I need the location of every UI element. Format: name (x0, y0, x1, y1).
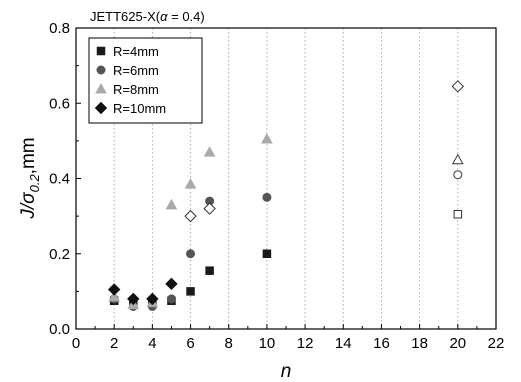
data-point-diamond (146, 292, 159, 306)
y-tick-label: 0.8 (49, 20, 70, 37)
series-diamond (107, 80, 465, 306)
x-tick-label: 14 (335, 335, 352, 352)
x-tick-label: 6 (186, 335, 194, 352)
x-axis-label: n (281, 361, 292, 382)
data-point-triangle (451, 153, 464, 165)
x-tick-label: 22 (488, 335, 505, 352)
series-triangle (108, 132, 464, 310)
data-point-square (453, 209, 463, 219)
y-tick-label: 0.0 (49, 321, 70, 338)
x-tick-label: 20 (449, 335, 466, 352)
y-tick-label: 0.4 (49, 171, 70, 188)
x-tick-label: 4 (148, 335, 156, 352)
data-point-square (186, 287, 195, 296)
legend-marker-circle (96, 65, 106, 75)
data-point-triangle (165, 198, 178, 210)
data-point-triangle (184, 178, 197, 189)
data-point-circle (262, 192, 272, 202)
data-point-square (262, 249, 272, 258)
legend-label: R=10mm (113, 101, 166, 116)
data-point-circle (186, 249, 196, 259)
data-point-square (205, 266, 214, 275)
y-tick-label: 0.6 (49, 95, 70, 112)
legend-label: R=4mm (113, 44, 159, 59)
data-point-triangle (108, 290, 121, 302)
data-point-diamond (184, 209, 197, 223)
data-point-diamond (107, 283, 121, 296)
y-tick-labels: 0.0 0.2 0.4 0.6 0.8 (49, 20, 70, 338)
legend-marker-diamond (94, 101, 108, 115)
x-tick-label: 2 (110, 335, 118, 352)
x-tick-label: 12 (297, 335, 314, 352)
x-tick-label: 16 (373, 335, 390, 352)
y-axis-label: J/σ0.2,mm (18, 137, 42, 219)
data-points (107, 80, 465, 311)
x-tick-label: 18 (411, 335, 428, 352)
data-point-diamond (451, 80, 465, 93)
legend-label: R=6mm (113, 63, 159, 78)
x-tick-label: 8 (225, 335, 233, 352)
data-point-triangle (203, 146, 216, 157)
series-circle (109, 170, 463, 311)
legend-box (88, 37, 203, 124)
data-point-diamond (127, 292, 140, 306)
data-point-diamond (203, 202, 216, 215)
legend-marker-triangle (95, 82, 107, 94)
data-point-circle (166, 294, 176, 304)
y-tick-label: 0.2 (49, 246, 70, 263)
axis-ticks (75, 27, 497, 330)
legend: R=4mm R=6mm R=8mm R=10mm (88, 37, 203, 124)
data-point-circle (453, 170, 463, 180)
series-square (109, 209, 463, 307)
x-tick-labels: 0 2 4 6 8 10 12 14 16 18 20 22 (72, 335, 505, 352)
chart-title: JETT625-X(α = 0.4) (90, 9, 205, 24)
x-tick-label: 0 (72, 335, 80, 352)
data-point-diamond (165, 277, 178, 291)
legend-marker-square (96, 46, 106, 56)
data-point-triangle (261, 132, 273, 144)
x-tick-label: 10 (259, 335, 276, 352)
legend-label: R=8mm (113, 82, 159, 97)
